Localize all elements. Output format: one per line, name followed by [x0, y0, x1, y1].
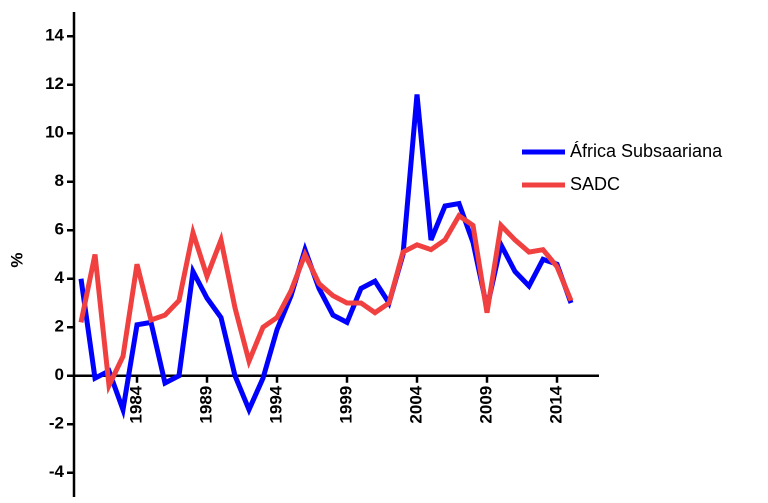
x-tick-label: 2004 — [406, 385, 425, 423]
legend-label: SADC — [570, 174, 620, 194]
y-tick-label: -2 — [49, 414, 64, 433]
y-tick-label: 10 — [45, 123, 64, 142]
line — [78, 212, 574, 395]
x-tick-label: 2014 — [546, 385, 565, 423]
y-tick-label: 12 — [45, 74, 64, 93]
y-tick-label: 14 — [45, 26, 64, 45]
y-tick-label: 0 — [55, 365, 64, 384]
x-tick-label: 1989 — [196, 386, 215, 424]
x-tick-label: 2009 — [476, 386, 495, 424]
y-tick-label: 2 — [55, 317, 64, 336]
y-tick-label: -4 — [49, 462, 65, 481]
y-axis-label: % — [7, 252, 26, 267]
y-tick-label: 4 — [55, 268, 65, 287]
x-tick-label: 1999 — [336, 386, 355, 424]
x-tick-label: 1984 — [126, 385, 145, 423]
y-tick-label: 6 — [55, 220, 64, 239]
legend-label: África Subsaariana — [570, 141, 723, 161]
x-tick-label: 1994 — [266, 385, 285, 423]
y-tick-label: 8 — [55, 171, 64, 190]
